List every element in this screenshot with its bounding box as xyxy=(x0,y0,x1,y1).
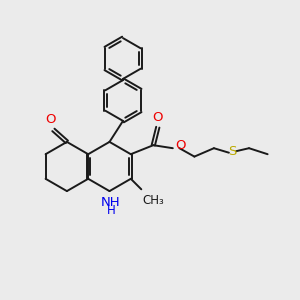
Text: O: O xyxy=(153,111,163,124)
Text: H: H xyxy=(106,204,116,217)
Text: CH₃: CH₃ xyxy=(143,194,165,207)
Text: O: O xyxy=(175,139,186,152)
Text: O: O xyxy=(46,113,56,126)
Text: NH: NH xyxy=(101,196,121,209)
Text: S: S xyxy=(228,145,237,158)
